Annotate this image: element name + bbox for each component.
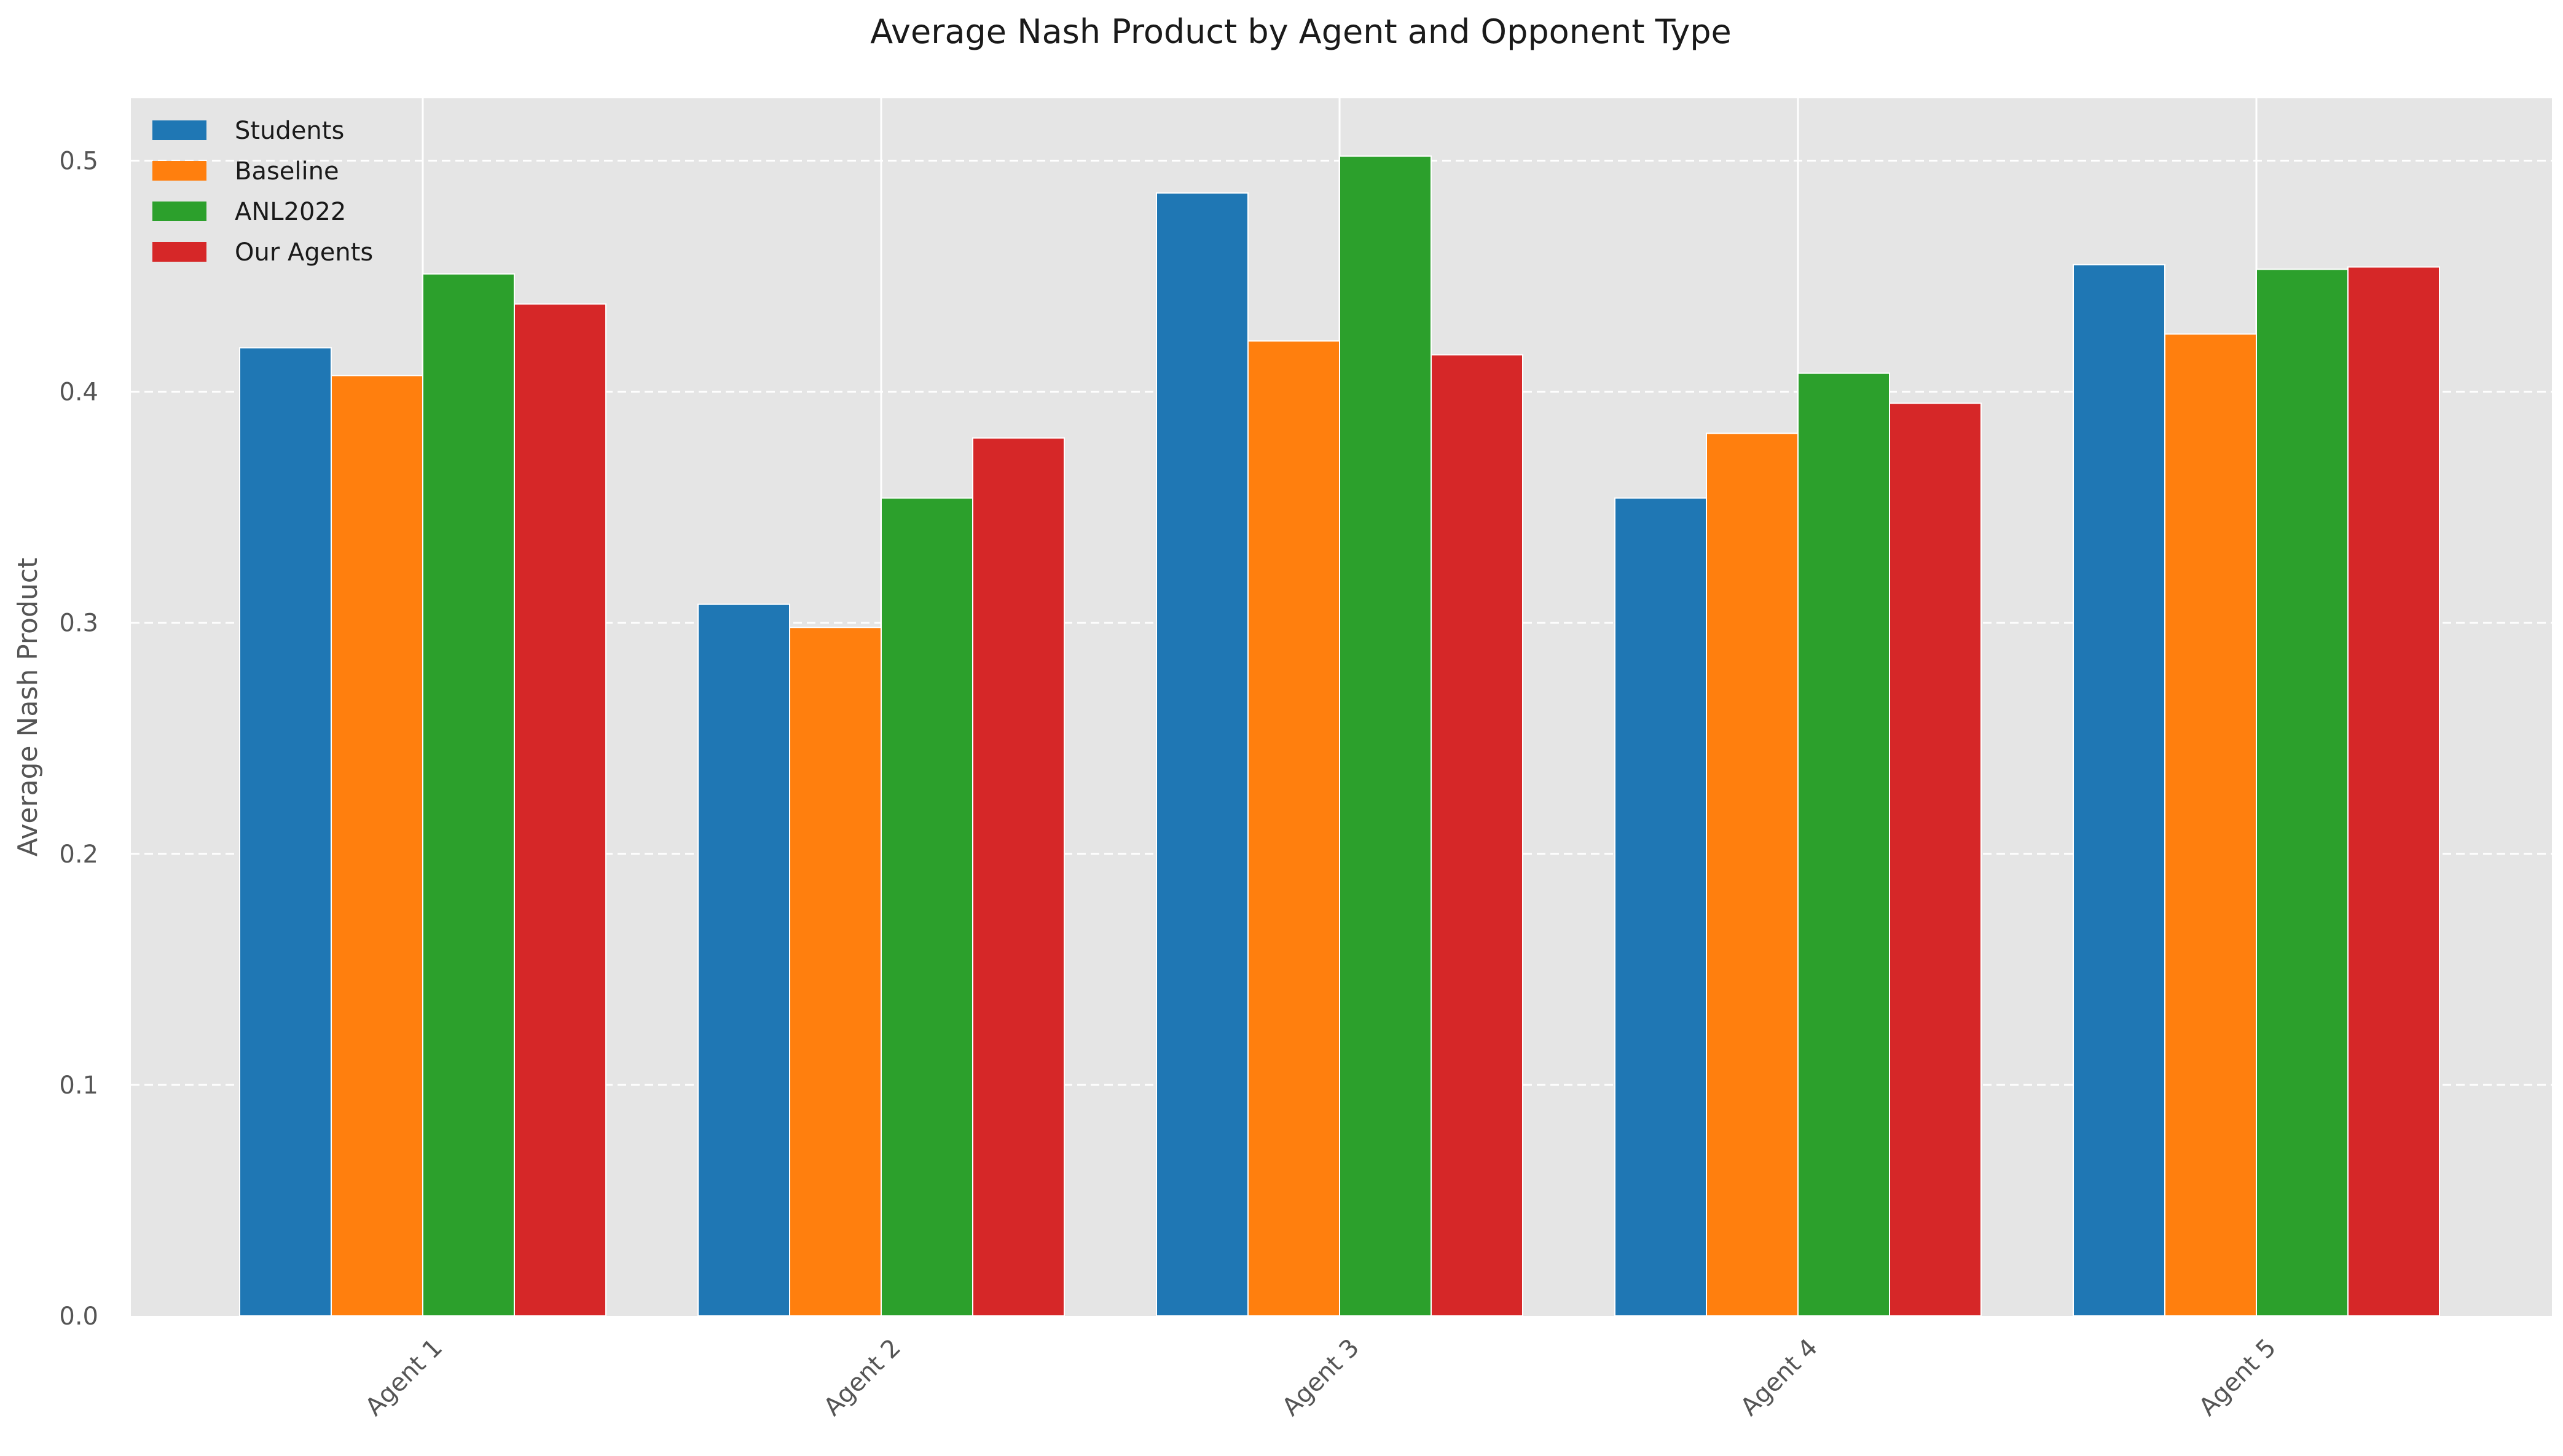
- legend-swatch: [152, 242, 206, 262]
- bar-students-agent-5: [2073, 264, 2165, 1317]
- bars: [239, 155, 2440, 1317]
- legend-label: Our Agents: [235, 238, 373, 267]
- bar-students-agent-2: [697, 603, 790, 1317]
- bar-students-agent-4: [1614, 497, 1707, 1317]
- legend-swatch: [152, 202, 206, 221]
- bar-our-agents-agent-2: [972, 437, 1065, 1317]
- bar-anl2022-agent-1: [422, 273, 515, 1317]
- y-axis-ticks: 0.0 0.1 0.2 0.3 0.4 0.5: [59, 147, 98, 1331]
- legend-label: ANL2022: [235, 198, 346, 226]
- legend-swatch: [152, 161, 206, 181]
- bar-baseline-agent-4: [1706, 432, 1799, 1317]
- bar-students-agent-3: [1156, 192, 1249, 1317]
- legend-swatch: [152, 120, 206, 140]
- legend-label: Students: [235, 117, 344, 145]
- legend: Students Baseline ANL2022 Our Agents: [152, 117, 373, 267]
- y-tick-label: 0.5: [59, 147, 98, 176]
- y-tick-label: 0.3: [59, 609, 98, 638]
- bar-our-agents-agent-3: [1431, 354, 1523, 1317]
- bar-anl2022-agent-2: [881, 497, 973, 1317]
- y-tick-label: 0.4: [59, 378, 98, 407]
- bar-baseline-agent-1: [331, 375, 423, 1317]
- bar-our-agents-agent-5: [2347, 266, 2440, 1317]
- bar-baseline-agent-5: [2164, 333, 2257, 1317]
- bar-students-agent-1: [239, 347, 332, 1317]
- y-tick-label: 0.1: [59, 1071, 98, 1100]
- legend-label: Baseline: [235, 157, 339, 186]
- y-tick-label: 0.2: [59, 840, 98, 869]
- bar-baseline-agent-2: [789, 627, 882, 1317]
- y-tick-label: 0.0: [59, 1302, 98, 1331]
- bar-our-agents-agent-1: [514, 303, 606, 1317]
- bar-our-agents-agent-4: [1889, 402, 1982, 1317]
- chart-title: Average Nash Product by Agent and Oppone…: [870, 12, 1731, 51]
- bar-baseline-agent-3: [1247, 340, 1340, 1317]
- bar-anl2022-agent-3: [1339, 155, 1432, 1317]
- y-axis-label: Average Nash Product: [12, 558, 44, 856]
- bar-anl2022-agent-5: [2256, 268, 2349, 1317]
- bar-anl2022-agent-4: [1797, 372, 1890, 1317]
